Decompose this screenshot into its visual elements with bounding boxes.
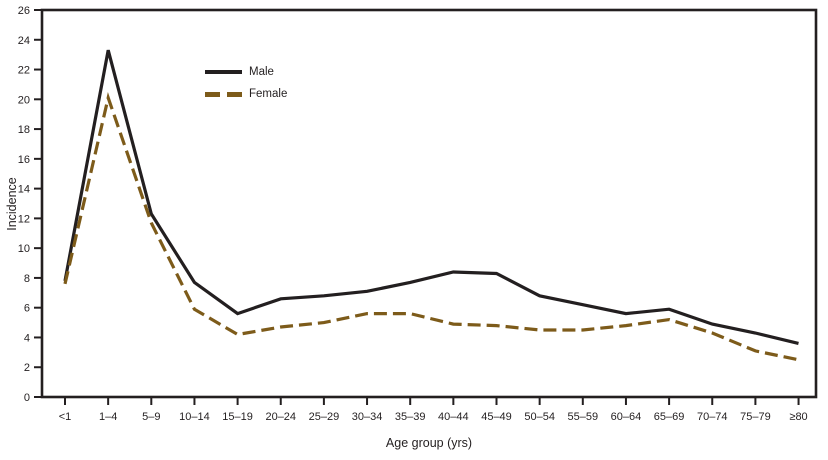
y-tick-label: 0: [24, 392, 30, 404]
legend-label-male: Male: [249, 66, 274, 78]
y-tick-label: 18: [18, 124, 30, 136]
x-tick-label: 75–79: [740, 411, 771, 423]
female-line-swatch: [205, 91, 242, 97]
chart-legend: Male Female: [205, 61, 287, 105]
legend-item-male: Male: [205, 61, 287, 83]
y-axis-title: Incidence: [5, 177, 19, 231]
x-tick-label: 50–54: [524, 411, 555, 423]
y-tick-label: 16: [18, 154, 30, 166]
y-tick-label: 2: [24, 362, 30, 374]
legend-item-female: Female: [205, 83, 287, 105]
x-tick-label: 30–34: [352, 411, 383, 423]
y-tick-label: 10: [18, 243, 30, 255]
x-tick-label: 40–44: [438, 411, 469, 423]
x-axis-title: Age group (yrs): [385, 436, 473, 450]
series-line-male: [63, 49, 799, 345]
y-tick-label: 14: [18, 184, 30, 196]
x-tick-label: 20–24: [265, 411, 296, 423]
y-tick-label: 26: [18, 5, 30, 17]
y-tick-label: 24: [18, 35, 30, 47]
series-line-female: [63, 92, 799, 362]
x-tick-label: 1–4: [99, 411, 117, 423]
x-tick-label: 45–49: [481, 411, 512, 423]
plot-frame: [40, 8, 818, 399]
y-tick-label: 6: [24, 303, 30, 315]
x-tick-label: 70–74: [697, 411, 728, 423]
x-tick-label: 15–19: [222, 411, 253, 423]
y-tick-label: 22: [18, 65, 30, 77]
y-tick-label: 12: [18, 213, 30, 225]
y-tick-label: 8: [24, 273, 30, 285]
legend-label-female: Female: [249, 88, 288, 100]
y-tick-label: 4: [24, 332, 30, 344]
x-tick-label: 55–59: [568, 411, 599, 423]
male-line-swatch: [205, 70, 242, 74]
x-tick-label: 65–69: [654, 411, 685, 423]
x-tick-label: 60–64: [611, 411, 642, 423]
x-tick-label: ≥80: [789, 411, 807, 423]
x-tick-label: <1: [59, 411, 72, 423]
x-tick-label: 5–9: [142, 411, 160, 423]
y-tick-label: 20: [18, 94, 30, 106]
x-tick-label: 10–14: [179, 411, 210, 423]
x-tick-label: 35–39: [395, 411, 426, 423]
x-tick-label: 25–29: [309, 411, 340, 423]
